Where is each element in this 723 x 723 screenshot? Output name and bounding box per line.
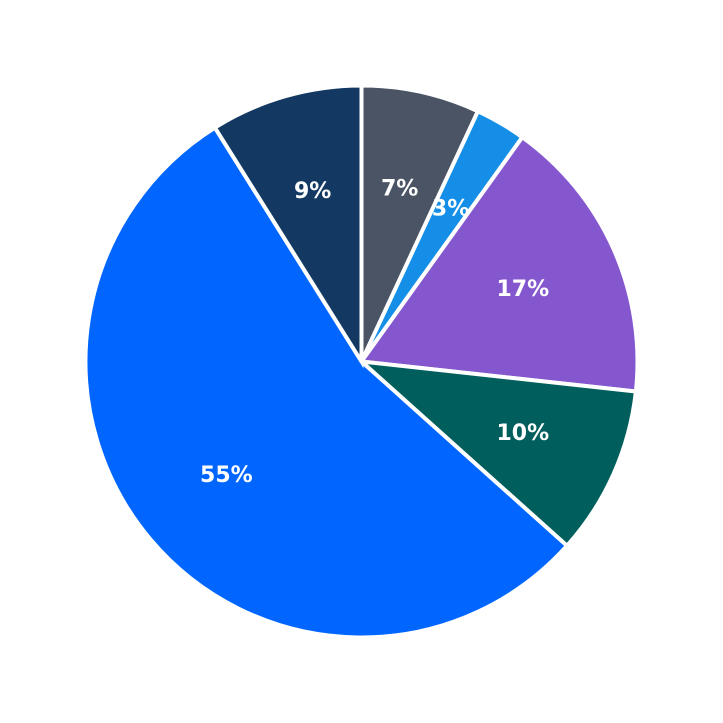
- pie-slice-label-2: 17%: [496, 277, 549, 302]
- pie-slice-5: [212, 83, 364, 369]
- pie-slices: [83, 83, 640, 640]
- pie-slice-label-0: 7%: [381, 177, 418, 202]
- pie-slice-0: [359, 83, 481, 363]
- pie-slice-label-1: 3%: [432, 196, 469, 221]
- pie-slice-label-4: 55%: [200, 463, 253, 488]
- pie-slice-2: [357, 134, 640, 394]
- pie-slice-label-5: 9%: [294, 179, 331, 204]
- pie-slice-3: [355, 358, 639, 549]
- pie-slice-label-3: 10%: [496, 421, 549, 446]
- pie-slice-4: [83, 124, 570, 640]
- pie-labels: 7% 3% 17% 10% 55% 9%: [200, 177, 549, 488]
